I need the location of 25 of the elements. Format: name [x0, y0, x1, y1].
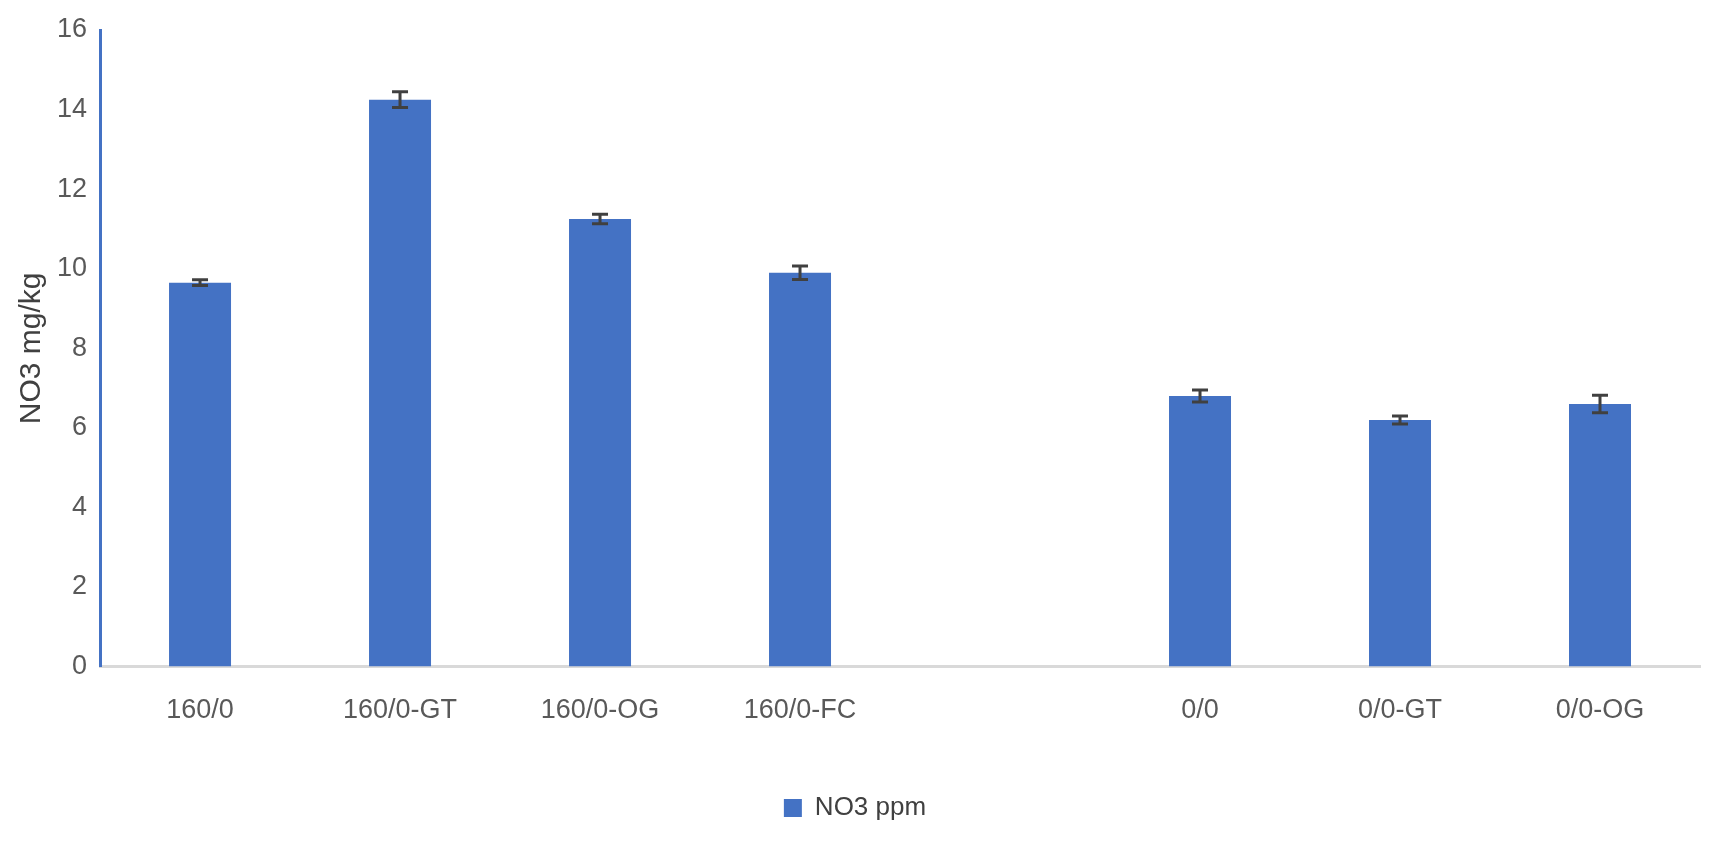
- x-tick-label: 160/0: [166, 694, 234, 725]
- y-tick-label: 8: [72, 331, 88, 362]
- y-tick-label: 2: [72, 570, 88, 601]
- bar: [569, 218, 632, 667]
- y-tick-label: 0: [72, 650, 88, 681]
- legend-label: NO3 ppm: [814, 791, 927, 822]
- y-tick-label: 10: [56, 252, 88, 283]
- y-tick-label: 16: [56, 13, 88, 44]
- bar: [1369, 419, 1432, 667]
- bar: [769, 272, 832, 667]
- y-tick-label: 12: [56, 172, 88, 203]
- x-tick-label: 0/0-OG: [1555, 694, 1645, 725]
- bar: [369, 99, 432, 667]
- bar: [169, 282, 232, 667]
- x-tick-label: 0/0: [1181, 694, 1219, 725]
- y-axis-title: NO3 mg/kg: [13, 272, 47, 425]
- y-tick-label: 6: [72, 411, 88, 442]
- x-tick-label: 160/0-FC: [743, 694, 857, 725]
- bar: [1569, 404, 1631, 667]
- bar: [1169, 396, 1232, 667]
- x-tick-label: 0/0-GT: [1357, 694, 1443, 725]
- x-tick-label: 160/0-OG: [540, 694, 660, 725]
- y-tick-label: 4: [72, 490, 88, 521]
- x-tick-label: 160/0-GT: [342, 694, 458, 725]
- y-tick-label: 14: [56, 93, 88, 124]
